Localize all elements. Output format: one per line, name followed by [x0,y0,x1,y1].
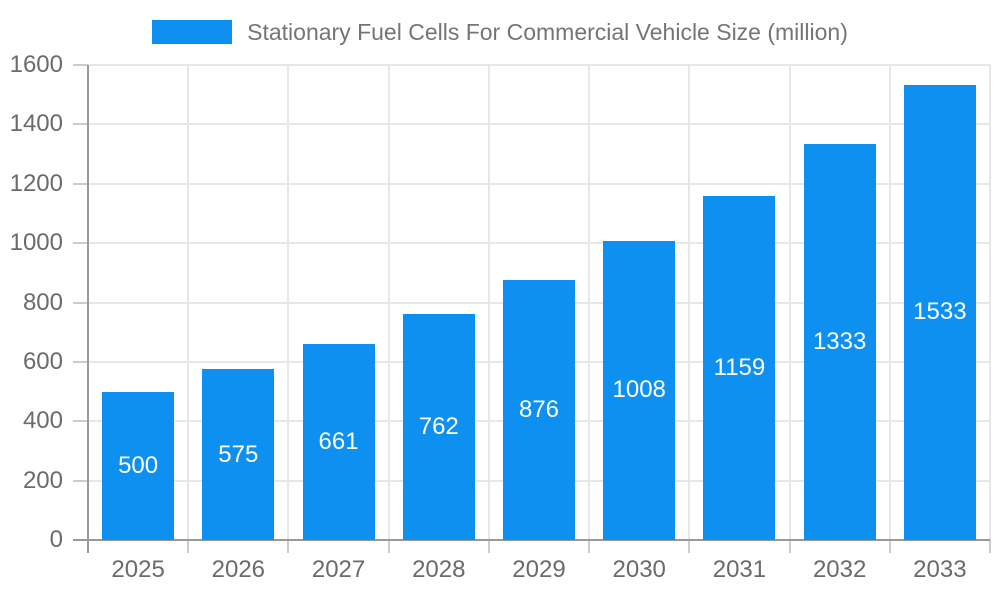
y-tick-label: 600 [22,347,63,375]
x-axis-label: 2028 [412,556,466,583]
y-axis-line [87,65,89,553]
bar-value-label: 500 [118,451,159,479]
x-axis-label: 2033 [913,556,967,583]
x-tick [588,540,591,553]
x-tick [888,540,891,553]
bar-value-label: 661 [318,427,359,455]
x-tick [187,540,190,553]
x-axis-label: 2026 [211,556,266,583]
y-tick-label: 800 [22,288,63,316]
y-tick-label: 400 [22,407,63,435]
bar-value-label: 762 [418,412,459,440]
y-tick-label: 1200 [9,169,63,197]
y-tick [73,242,88,245]
y-tick-label: 200 [22,466,63,494]
bar[interactable] [402,313,475,540]
x-tick [688,540,691,553]
x-axis-label: 2030 [612,556,666,583]
x-gridline [788,65,791,540]
y-tick [73,123,88,126]
bar-value-label: 1333 [812,328,867,356]
y-tick [73,479,88,482]
y-tick [73,64,88,66]
x-tick [989,540,991,553]
bar[interactable] [302,343,375,540]
legend-swatch [152,20,233,44]
bar[interactable] [102,391,175,540]
x-tick [487,540,490,553]
y-gridline [88,242,990,245]
legend-label: Stationary Fuel Cells For Commercial Veh… [247,18,848,45]
bar[interactable] [803,144,876,540]
x-tick [287,540,290,553]
x-gridline [487,65,490,540]
bar[interactable] [703,195,776,540]
y-gridline [88,64,990,66]
y-gridline [88,123,990,126]
bar-value-label: 1159 [713,353,766,381]
bar-value-label: 1008 [612,376,666,404]
bar[interactable] [903,84,976,540]
x-axis-label: 2031 [712,556,767,583]
bar[interactable] [202,369,275,540]
x-axis-line [73,539,990,541]
bar-value-label: 575 [218,440,259,468]
bar[interactable] [503,279,575,540]
chart-legend[interactable]: Stationary Fuel Cells For Commercial Veh… [0,18,1000,46]
x-gridline [187,65,190,540]
x-gridline [688,65,691,540]
x-gridline [287,65,290,540]
bar-value-label: 876 [518,395,560,423]
x-axis-label: 2027 [311,556,366,583]
x-axis-label: 2025 [111,556,165,583]
y-tick-label: 0 [49,526,63,553]
y-gridline [88,182,990,185]
y-tick [73,182,88,185]
bar[interactable] [603,240,676,540]
x-axis-label: 2029 [512,556,566,583]
bar-value-label: 1533 [913,298,967,326]
x-tick [387,540,390,553]
y-tick [73,420,88,423]
y-tick-label: 1000 [9,229,63,257]
y-tick-label: 1600 [9,51,63,78]
y-tick-label: 1400 [9,110,63,138]
y-tick [73,360,88,363]
x-tick [788,540,791,553]
x-gridline [387,65,390,540]
y-tick [73,301,88,304]
x-gridline [588,65,591,540]
x-gridline [989,65,991,540]
x-gridline [888,65,891,540]
x-axis-label: 2032 [812,556,867,583]
